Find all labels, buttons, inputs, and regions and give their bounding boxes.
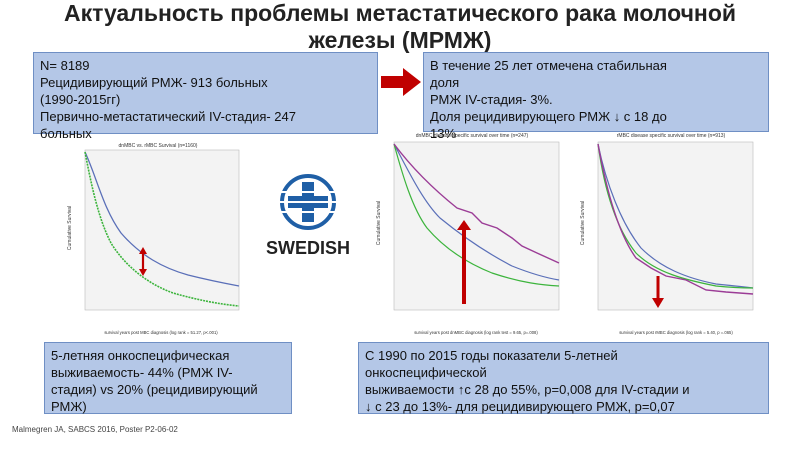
box3-line: выживаемость- 44% (РМЖ IV- — [51, 365, 233, 380]
box4-line: онкоспецифической — [365, 365, 487, 380]
survival-chart-rmbc-over-time: rMBC disease specific survival over time… — [580, 133, 754, 335]
trend-info-box: В течение 25 лет отмечена стабильная дол… — [423, 52, 769, 141]
right-arrow-icon — [381, 68, 421, 96]
trend-summary-box: С 1990 по 2015 годы показатели 5-летней … — [358, 342, 769, 414]
chart3-title: rMBC disease specific survival over time… — [617, 133, 726, 139]
title-line-1: Актуальность проблемы метастатического р… — [63, 0, 737, 26]
survival-chart-dnmbc-over-time: dnMBC disease specific survival over tim… — [376, 133, 560, 335]
chart3-xlabel: survival years post rMBC diagnosis (log … — [619, 330, 733, 335]
box2-line: 13% — [430, 126, 457, 141]
chart1-xlabel: survival years post MBC diagnosis (log r… — [104, 330, 218, 335]
box3-line: 5-летняя онкоспецифическая — [51, 348, 230, 363]
chart1-plot-area — [84, 149, 240, 311]
chart1-ylabel: Cumulative Survival — [67, 206, 73, 250]
chart1-curve-dnmbc — [84, 151, 240, 287]
chart3-curve-b — [597, 143, 754, 289]
box4-line: выживаемости ↑с 28 до 55%, p=0,008 для I… — [365, 382, 690, 397]
chart1-arrow-head-up — [139, 247, 147, 254]
box2-line: Доля рецидивирующего РМЖ ↓ с 18 до — [430, 109, 667, 124]
chart1-arrow-head-down — [139, 269, 147, 276]
box4-line: С 1990 по 2015 годы показатели 5-летней — [365, 348, 618, 363]
chart3-curve-a — [597, 143, 754, 289]
box3-line: стадия) vs 20% (рецидивирующий — [51, 382, 258, 397]
title-line-2: железы (МРМЖ) — [308, 27, 492, 53]
chart2-plot-area — [393, 141, 560, 311]
survival-chart-dnmbc-vs-rmbc: dnMBC vs. rMBC Survival (n=1160) Cumulat… — [67, 143, 240, 335]
chart2-curve-c — [393, 143, 560, 264]
box1-line: больных — [40, 126, 92, 141]
box1-line: Рецидивирующий РМЖ- 913 больных — [40, 75, 268, 90]
chart2-ylabel: Cumulative Survival — [376, 201, 382, 245]
box2-line: В течение 25 лет отмечена стабильная — [430, 58, 667, 73]
chart1-title: dnMBC vs. rMBC Survival (n=1160) — [119, 143, 198, 149]
survival-summary-box: 5-летняя онкоспецифическая выживаемость-… — [44, 342, 292, 414]
chart2-arrow-head — [457, 220, 471, 230]
box3-line: РМЖ) — [51, 399, 87, 414]
chart2-curve-b — [393, 143, 560, 287]
chart2-xlabel: survival years post dnMBC diagnosis (log… — [414, 330, 538, 335]
cohort-info-box: N= 8189 Рецидивирующий РМЖ- 913 больных … — [33, 52, 378, 141]
box1-line: N= 8189 — [40, 58, 90, 73]
swedish-logo: SWEDISH — [253, 172, 363, 262]
chart3-plot-area — [597, 141, 754, 311]
box1-line: Первично-метастатический IV-стадия- 247 — [40, 109, 297, 124]
slide-title: Актуальность проблемы метастатического р… — [0, 0, 800, 54]
swedish-cross-icon: SWEDISH — [266, 174, 350, 258]
box2-line: доля — [430, 75, 460, 90]
logo-text: SWEDISH — [266, 238, 350, 258]
chart3-ylabel: Cumulative Survival — [580, 201, 586, 245]
citation-footer: Malmegren JA, SABCS 2016, Poster P2-06-0… — [12, 425, 178, 434]
chart3-curve-c — [597, 143, 754, 295]
box4-line: ↓ с 23 до 13%- для рецидивирующего РМЖ, … — [365, 399, 675, 414]
chart2-curve-a — [393, 143, 560, 281]
box1-line: (1990-2015гг) — [40, 92, 121, 107]
chart3-arrow-head — [652, 298, 664, 308]
chart2-title: dnMBC disease specific survival over tim… — [416, 133, 529, 139]
box2-line: РМЖ IV-стадия- 3%. — [430, 92, 553, 107]
